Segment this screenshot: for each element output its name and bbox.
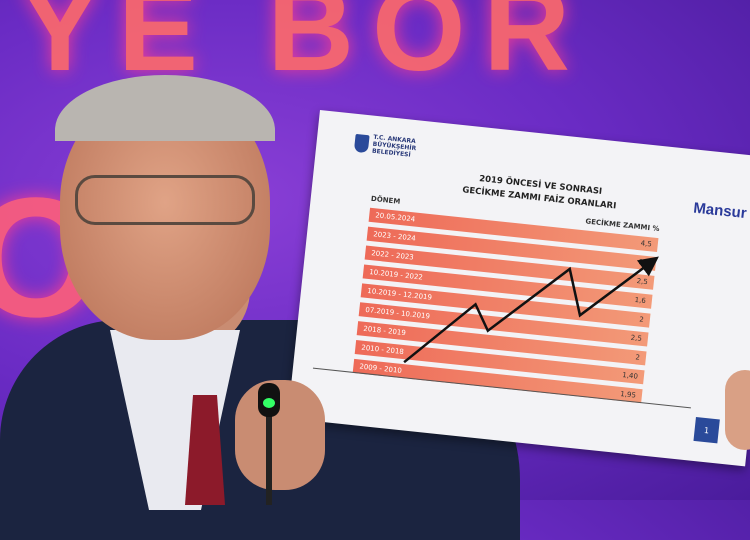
microphone-stem <box>266 415 272 505</box>
page-number: 1 <box>693 416 720 444</box>
hand <box>235 380 325 490</box>
org-name: T.C. ANKARA BÜYÜKŞEHİR BELEDİYESİ <box>371 133 417 159</box>
background-text-top: YE BOR <box>20 0 589 96</box>
hand-right <box>725 370 750 450</box>
period-header: DÖNEM <box>370 194 401 206</box>
municipality-logo: T.C. ANKARA BÜYÜKŞEHİR BELEDİYESİ <box>353 132 434 161</box>
glasses <box>75 175 255 225</box>
shield-icon <box>353 133 370 153</box>
brand-logo: Mansur <box>692 199 748 223</box>
trend-arrow-icon <box>403 256 659 364</box>
tie <box>185 395 225 505</box>
sign-board: T.C. ANKARA BÜYÜKŞEHİR BELEDİYESİ Mansur… <box>287 110 750 467</box>
microphone-light <box>263 398 275 408</box>
